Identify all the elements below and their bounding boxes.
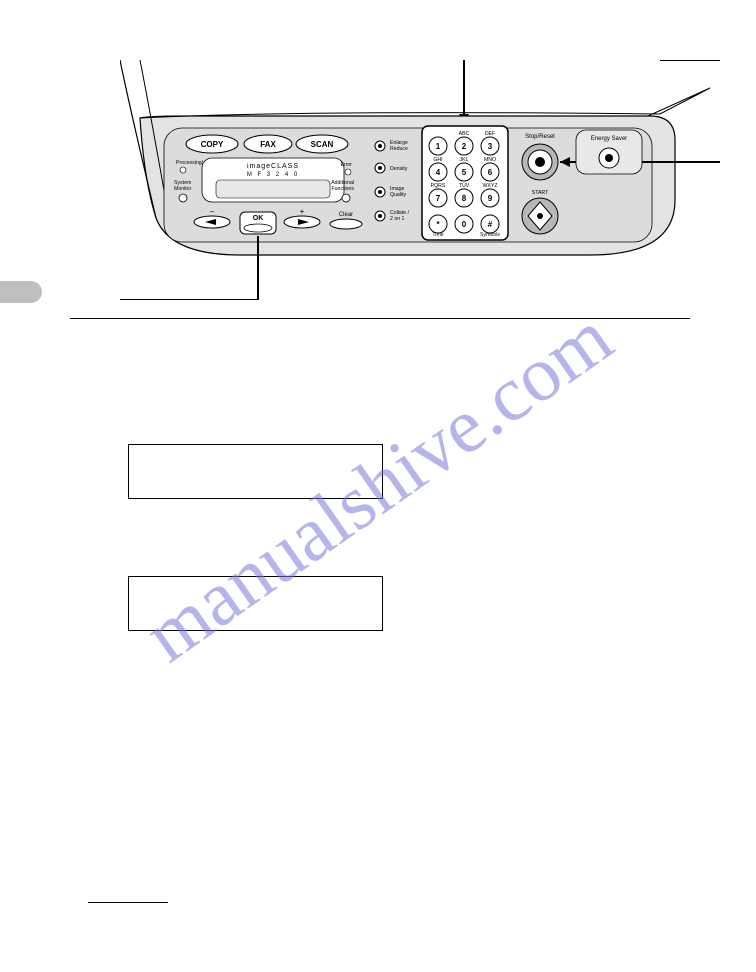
lcd1-line2: [143, 472, 368, 492]
svg-text:MNO: MNO: [484, 157, 496, 163]
lcd1-line1: [143, 452, 368, 472]
svg-text:JKL: JKL: [460, 157, 469, 163]
fax-button-label: FAX: [260, 140, 276, 149]
menu4b: 2 on 1: [390, 216, 405, 222]
ok-label: OK: [253, 215, 264, 222]
svg-text:5: 5: [462, 168, 467, 177]
clear-button: [330, 219, 362, 229]
footer-rule: [88, 902, 168, 903]
error-label: Error: [340, 162, 352, 168]
svg-text:1: 1: [436, 142, 441, 151]
svg-text:0: 0: [462, 220, 467, 229]
addl-label2: Functions: [332, 186, 355, 192]
menu3b: Quality: [390, 192, 407, 198]
svg-text:GHI: GHI: [433, 157, 442, 163]
scan-button-label: SCAN: [311, 140, 334, 149]
section-divider: [70, 318, 690, 319]
page: COPY FAX SCAN imageCLASS M F 3 2 4 0 Pro…: [0, 0, 756, 972]
brand-line1: imageCLASS: [247, 163, 299, 170]
processing-led: [180, 167, 186, 173]
svg-text:TUV: TUV: [459, 183, 470, 189]
brand-line2: M F 3 2 4 0: [247, 172, 299, 178]
svg-text:3: 3: [488, 142, 493, 151]
svg-text:7: 7: [436, 194, 441, 203]
svg-text:Tone: Tone: [432, 232, 443, 238]
kp-abc: ABC: [459, 131, 470, 137]
kp-def: DEF: [485, 131, 495, 137]
svg-text:9: 9: [488, 194, 493, 203]
svg-text:#: #: [488, 220, 493, 229]
error-led: [345, 169, 351, 175]
menu2a: Density: [390, 166, 408, 172]
lcd-display-2: [128, 576, 383, 631]
sysmon-button: [179, 194, 187, 202]
svg-text:PQRS: PQRS: [431, 183, 446, 189]
sysmon-label2: Monitor: [174, 186, 192, 192]
start-label: START: [532, 190, 549, 196]
stop-reset-label: Stop/Reset: [525, 134, 555, 140]
lcd2-line1: [143, 584, 368, 604]
addl-button: [342, 194, 350, 202]
plus-label: +: [300, 207, 305, 216]
side-tab: [0, 281, 42, 303]
minus-label: –: [210, 207, 215, 216]
svg-text:8: 8: [462, 194, 467, 203]
control-panel-illustration: COPY FAX SCAN imageCLASS M F 3 2 4 0 Pro…: [120, 60, 680, 270]
processing-label: Processing/: [176, 160, 204, 166]
svg-text:WXYZ: WXYZ: [483, 183, 498, 189]
svg-text:Symbols: Symbols: [480, 232, 500, 238]
mode-buttons: COPY FAX SCAN: [186, 135, 348, 153]
svg-text:2: 2: [462, 142, 467, 151]
clear-label: Clear: [339, 212, 353, 218]
copy-button-label: COPY: [201, 140, 224, 149]
lcd-display-1: [128, 444, 383, 499]
energy-saver-label: Energy Saver: [591, 136, 627, 142]
svg-text:4: 4: [436, 168, 441, 177]
svg-text:6: 6: [488, 168, 493, 177]
menu1b: Reduce: [390, 146, 408, 152]
lcd2-line2: [143, 604, 368, 624]
ok-button: [244, 224, 272, 232]
